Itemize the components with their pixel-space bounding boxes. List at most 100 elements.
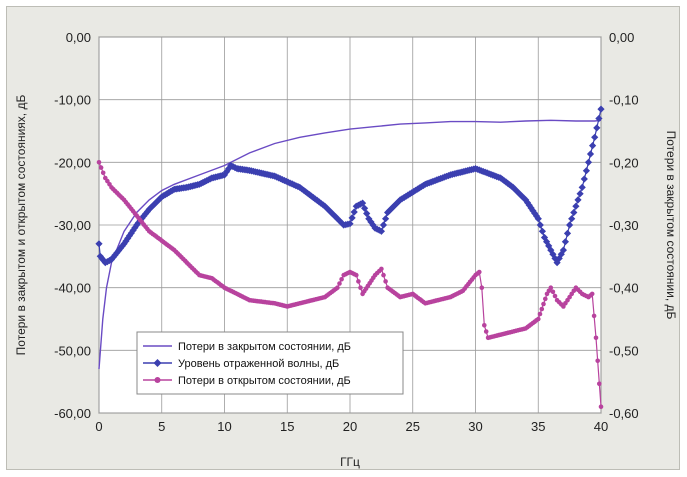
data-point-reflected <box>338 219 346 227</box>
data-point-open <box>550 289 556 295</box>
y-tick-right: -0,30 <box>609 218 639 233</box>
y-tick-right: -0,20 <box>609 155 639 170</box>
data-point-reflected <box>95 240 103 248</box>
x-tick: 40 <box>594 419 608 434</box>
data-point-open <box>536 316 541 322</box>
x-tick: 5 <box>158 419 165 434</box>
series-layer <box>95 105 605 410</box>
data-point-reflected <box>96 252 104 260</box>
x-tick: 0 <box>95 419 102 434</box>
data-point-open <box>539 306 545 312</box>
y-tick-left: -20,00 <box>54 155 91 170</box>
data-point-open <box>335 285 340 291</box>
data-point-open <box>543 296 548 302</box>
data-point-open <box>477 269 482 275</box>
data-point-reflected <box>547 246 555 254</box>
x-tick: 30 <box>468 419 482 434</box>
y-tick-left: -50,00 <box>54 343 91 358</box>
legend-marker-reflected <box>153 359 162 367</box>
x-tick: 15 <box>280 419 294 434</box>
data-point-reflected <box>557 250 565 258</box>
data-point-reflected <box>382 215 390 223</box>
data-point-reflected <box>363 209 371 218</box>
data-point-reflected <box>589 142 597 150</box>
data-point-open <box>479 285 485 291</box>
data-point-reflected <box>580 175 588 183</box>
data-point-reflected <box>365 215 373 223</box>
x-tick: 35 <box>531 419 545 434</box>
data-point-reflected <box>527 204 535 212</box>
data-point-reflected <box>525 201 533 209</box>
data-point-reflected <box>358 199 367 207</box>
data-point-reflected <box>563 229 572 237</box>
data-point-open <box>379 266 384 272</box>
legend-box <box>136 331 404 395</box>
data-point-reflected <box>394 198 402 206</box>
data-point-reflected <box>576 190 584 198</box>
data-point-reflected <box>98 254 106 262</box>
data-point-open <box>598 404 604 410</box>
data-point-reflected <box>591 133 599 141</box>
x-tick: 20 <box>343 419 357 434</box>
data-point-reflected <box>346 220 354 228</box>
x-tick: 25 <box>406 419 420 434</box>
data-point-open <box>597 381 602 387</box>
data-point-open <box>552 293 558 299</box>
data-point-reflected <box>377 227 385 235</box>
data-point-open <box>354 272 359 278</box>
series-closed <box>98 119 602 370</box>
data-point-reflected <box>570 208 578 217</box>
data-point-open <box>595 358 600 364</box>
data-point-open <box>100 170 106 176</box>
y-tick-right: -0,60 <box>609 406 639 421</box>
y-tick-left: -10,00 <box>54 93 91 108</box>
tick-labels: 0,00 0,00 -10,00 -0,10 -20,00 -0,20 -30,00 -0,3… <box>54 30 639 434</box>
legend: Потери в закрытом состоянии, дБ Уровень … <box>136 331 404 395</box>
data-point-reflected <box>578 183 586 191</box>
data-point-reflected <box>361 204 369 212</box>
data-point-reflected <box>379 221 388 229</box>
y-tick-right: -0,10 <box>609 93 639 108</box>
y-tick-left: -60,00 <box>54 406 91 421</box>
data-point-reflected <box>568 215 576 223</box>
data-point-reflected <box>543 238 551 246</box>
data-point-open <box>589 291 595 297</box>
data-point-reflected <box>536 221 544 229</box>
data-point-open <box>96 160 102 165</box>
series-reflected <box>95 105 605 267</box>
legend-label-reflected: Уровень отраженной волны, дБ <box>178 358 339 370</box>
data-point-open <box>356 279 361 284</box>
y-tick-right: -0,50 <box>609 343 639 358</box>
data-point-reflected <box>566 221 574 229</box>
data-point-reflected <box>553 259 561 267</box>
data-point-reflected <box>116 244 125 252</box>
data-point-reflected <box>333 215 342 223</box>
data-point-reflected <box>108 255 116 264</box>
data-point-reflected <box>538 227 546 235</box>
data-point-reflected <box>367 218 375 226</box>
data-point-open <box>537 311 543 317</box>
data-point-reflected <box>582 167 590 175</box>
data-point-reflected <box>574 196 582 204</box>
data-point-open <box>337 281 342 286</box>
legend-marker-open <box>154 377 161 383</box>
y-tick-left: -30,00 <box>54 218 91 233</box>
data-point-open <box>593 335 599 341</box>
data-point-reflected <box>551 254 559 262</box>
data-point-open <box>339 277 344 282</box>
data-point-reflected <box>595 114 603 123</box>
legend-label-open: Потери в открытом состоянии, дБ <box>178 375 351 387</box>
y-tick-left: 0,00 <box>66 30 91 45</box>
series-open <box>96 160 604 410</box>
data-point-reflected <box>350 208 358 216</box>
data-point-reflected <box>593 124 601 132</box>
data-point-reflected <box>534 215 542 223</box>
data-point-open <box>591 313 597 319</box>
series-line-closed <box>98 119 602 370</box>
data-point-reflected <box>385 207 393 215</box>
data-point-open <box>541 301 546 307</box>
data-point-open <box>98 165 104 170</box>
data-point-open <box>483 329 489 334</box>
data-point-reflected <box>348 214 356 222</box>
data-point-open <box>358 285 363 291</box>
